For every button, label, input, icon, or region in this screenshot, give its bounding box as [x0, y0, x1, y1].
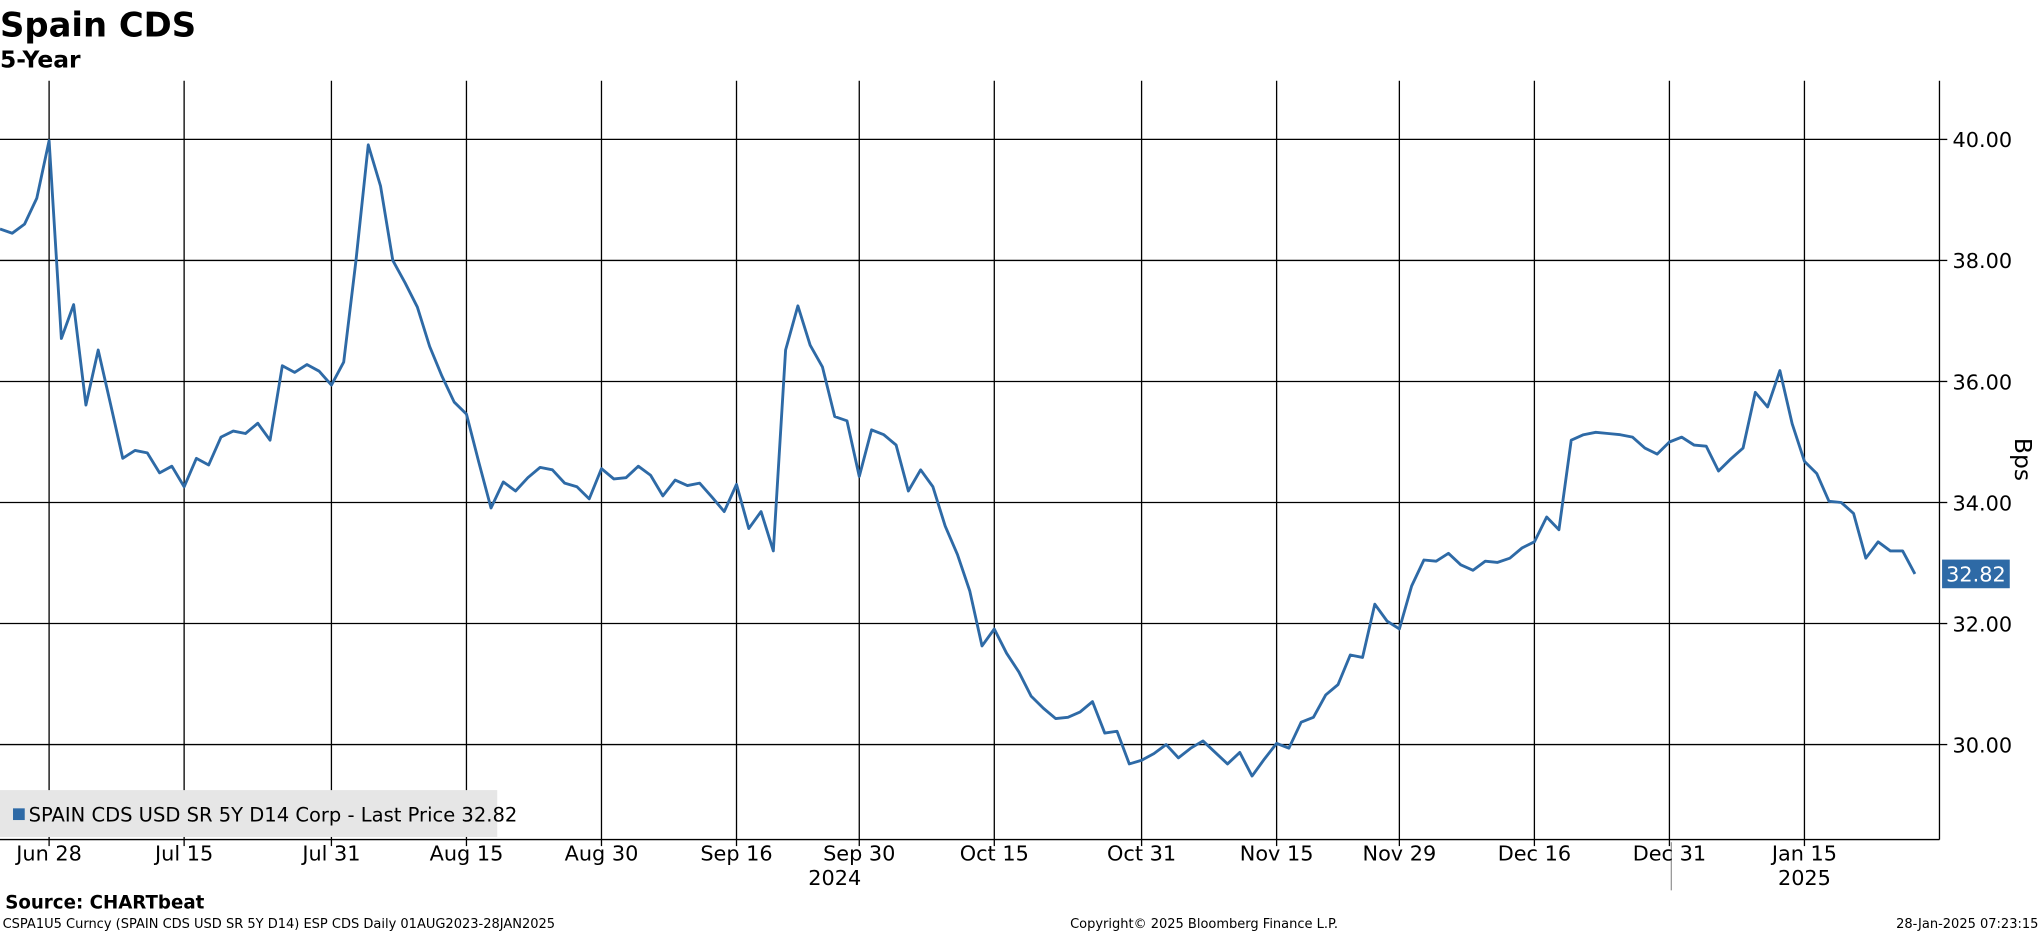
x-tick-label: Aug 30	[565, 841, 639, 865]
legend-box	[0, 790, 498, 837]
last-price-label: 32.82	[1946, 563, 2006, 587]
copyright: Copyright© 2025 Bloomberg Finance L.P.	[1070, 917, 1338, 932]
x-year-label: 2024	[808, 866, 861, 890]
line-series	[0, 139, 1917, 778]
x-year-label: 2025	[1778, 866, 1831, 890]
footnote: CSPA1U5 Curncy (SPAIN CDS USD SR 5Y D14)…	[3, 917, 555, 932]
source: Source: CHARTbeat	[5, 893, 204, 914]
x-tick-label: Aug 15	[430, 841, 504, 865]
x-tick-label: Jan 15	[1770, 841, 1837, 865]
timestamp: 28-Jan-2025 07:23:15	[1896, 917, 2038, 932]
chart-subtitle: 5-Year	[0, 46, 81, 74]
x-tick-label: Dec 31	[1633, 841, 1706, 865]
x-tick-label: Nov 15	[1240, 841, 1314, 865]
y-tick-label: 32.00	[1952, 612, 2012, 636]
y-tick-label: 40.00	[1952, 128, 2012, 152]
y-tick-label: 36.00	[1952, 370, 2012, 394]
x-tick-label: Oct 31	[1107, 841, 1176, 865]
last-price-tag	[1942, 559, 2010, 589]
x-tick-label: Sep 16	[700, 841, 772, 865]
y-tick-label: 34.00	[1952, 491, 2012, 515]
y-axis-label: Bps	[2009, 438, 2037, 481]
x-tick-label: Jul 15	[153, 841, 213, 865]
legend-swatch	[13, 808, 25, 821]
x-tick-label: Nov 29	[1363, 841, 1437, 865]
y-tick-label: 38.00	[1952, 249, 2012, 273]
y-tick-label: 30.00	[1952, 733, 2012, 757]
legend-label: SPAIN CDS USD SR 5Y D14 Corp - Last Pric…	[29, 803, 518, 826]
x-tick-label: Oct 15	[960, 841, 1029, 865]
x-tick-label: Dec 16	[1498, 841, 1571, 865]
x-tick-label: Sep 30	[823, 841, 895, 865]
x-tick-label: Jun 28	[14, 841, 82, 865]
chart-title: Spain CDS	[0, 5, 196, 44]
x-tick-label: Jul 31	[300, 841, 360, 865]
